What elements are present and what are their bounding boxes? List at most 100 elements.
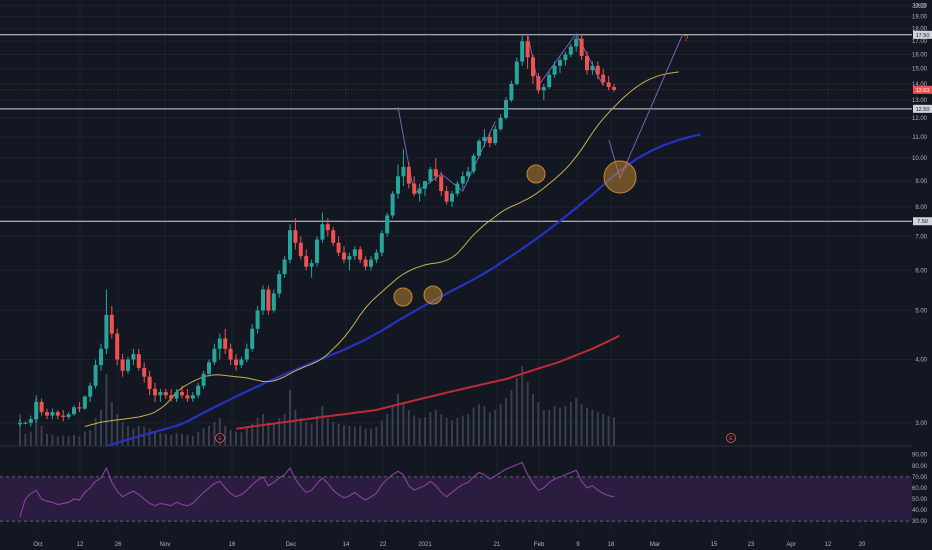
circle-markers[interactable] — [393, 160, 637, 307]
level-tag-middle-box — [913, 104, 932, 113]
candle-body — [352, 249, 357, 257]
volume-bar — [208, 426, 210, 446]
rsi-axis[interactable]: 30.00 40.00 50.00 60.00 70.00 80.00 90.00 — [912, 453, 928, 525]
level-tag-upper-box — [913, 30, 932, 39]
volume-bar — [100, 410, 102, 446]
candle-body — [201, 373, 206, 386]
candle-body — [261, 289, 265, 311]
candle-body — [493, 129, 498, 144]
price-axis[interactable]: USD 3.00 4.00 5.00 6.00 7.00 8.00 9.00 10.00 11.… — [912, 3, 928, 426]
candle-body — [423, 181, 427, 189]
volume-bar — [380, 420, 383, 446]
volume-bar — [24, 434, 27, 446]
candle-body — [72, 407, 76, 415]
time-tick-label: Oct — [33, 542, 43, 548]
candle-body — [342, 252, 346, 260]
candle-body — [136, 354, 141, 368]
candle-body — [541, 87, 546, 91]
candle-body — [509, 83, 514, 101]
candle-body — [590, 65, 595, 71]
volume-bar — [56, 436, 59, 446]
rsi-tick-label: 30.00 — [912, 519, 928, 525]
rsi-tick-label: 70.00 — [912, 475, 928, 481]
candle-body — [477, 141, 481, 156]
circle-marker — [393, 287, 413, 307]
volume-bar — [332, 422, 335, 446]
volume-bar — [191, 435, 194, 446]
volume-bar — [575, 398, 578, 446]
candle-body — [401, 166, 406, 177]
volume-bar — [391, 406, 394, 446]
level-tag-upper: 17.50 — [916, 33, 930, 39]
volume-bar — [488, 412, 491, 446]
volume-bar — [121, 422, 124, 446]
volume-bar — [186, 434, 189, 446]
volume-bar — [164, 434, 167, 446]
circle-marker — [603, 160, 637, 194]
candle-body — [369, 259, 373, 267]
price-tick-label: 4.00 — [915, 358, 927, 364]
volume-bar — [440, 414, 443, 446]
level-tag-middle: 12.50 — [916, 107, 930, 113]
rsi-line — [19, 461, 615, 517]
candle-body — [547, 74, 552, 88]
time-tick-label: 22 — [380, 542, 387, 548]
time-axis[interactable]: Oct 12 26 Nov 16 Dec 14 22 2021 21 Feb 9 18 Mar 15 23 Ap… — [33, 542, 866, 548]
candle-body — [115, 333, 120, 360]
volume-bar — [548, 410, 551, 446]
volume-bar — [316, 415, 318, 446]
candle-body — [282, 259, 287, 275]
price-tick-label: 18.00 — [912, 27, 928, 33]
time-tick-label: 14 — [343, 542, 350, 548]
volume-bar — [413, 415, 416, 446]
time-tick-label: 2021 — [418, 542, 432, 548]
candle-body — [223, 338, 228, 349]
candle-body — [45, 412, 49, 416]
volume-bar — [370, 428, 372, 446]
price-tick-label: 20.00 — [912, 3, 928, 9]
candle-body — [228, 348, 233, 360]
volume-bar — [240, 432, 243, 446]
volume-bar — [478, 404, 480, 446]
candle-body — [574, 38, 579, 47]
horizontal-levels[interactable] — [0, 34, 912, 222]
volume-bar — [569, 402, 572, 446]
volume-bar — [402, 402, 405, 446]
price-tick-label: 15.00 — [912, 67, 928, 73]
volume-bar — [89, 430, 92, 446]
candle-body — [147, 376, 152, 389]
volume-bar — [272, 423, 275, 446]
candle-body — [390, 193, 395, 216]
candle-body — [196, 385, 201, 396]
candle-body — [595, 65, 600, 75]
time-tick-label: 12 — [825, 542, 832, 548]
ma-mid-line — [106, 133, 701, 448]
candle-body — [552, 65, 557, 75]
volume-bar — [451, 420, 453, 446]
candle-body — [82, 396, 87, 409]
candle-body — [460, 176, 465, 184]
rsi-tick-label: 50.00 — [912, 497, 928, 503]
candle-body — [212, 348, 217, 363]
time-tick-label: 18 — [608, 542, 615, 548]
candle-body — [255, 310, 260, 329]
candle-body — [455, 183, 460, 194]
candle-body — [374, 252, 379, 260]
candle-body — [34, 401, 39, 420]
volume-bar — [127, 426, 129, 446]
candle-body — [520, 41, 525, 62]
annotation-question-mark[interactable]: ? — [684, 34, 689, 43]
candle-body — [525, 41, 530, 58]
time-tick-label: Mar — [650, 542, 660, 548]
candle-body — [406, 166, 411, 184]
volume-bar — [553, 406, 556, 446]
volume-bar — [19, 414, 21, 446]
candle-body — [18, 422, 22, 425]
candle-body — [504, 100, 508, 118]
candle-body — [39, 401, 44, 413]
candle-body — [612, 87, 616, 90]
volume-bar — [526, 382, 529, 446]
price-tick-label: 12.00 — [912, 116, 928, 122]
